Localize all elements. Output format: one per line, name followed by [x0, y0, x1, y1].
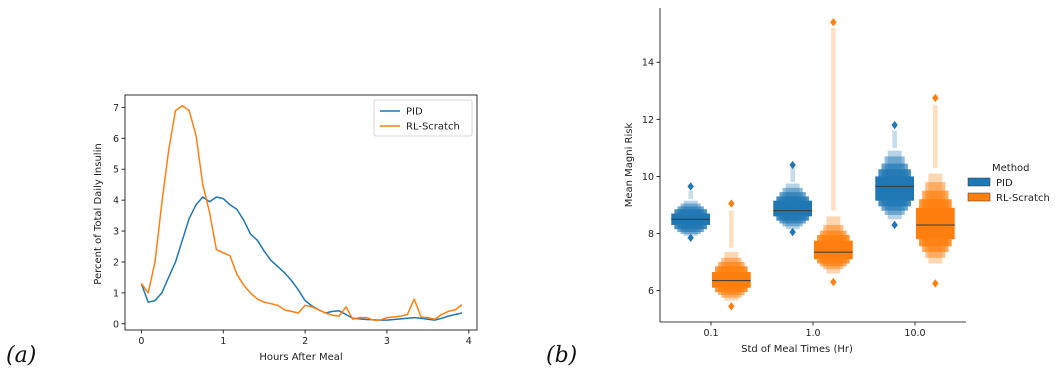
legend-swatch-b-pid — [967, 177, 991, 187]
boxen-outlier — [728, 199, 735, 208]
series-line-pid — [140, 196, 463, 321]
boxen-chart: 6 8 10 12 14 0.1 1.0 10.0 Method PID RL-Scratch S… — [624, 8, 1050, 355]
y-axis-label-a: Percent of Total Daily Insulin — [93, 143, 104, 284]
boxen-outlier — [687, 233, 694, 242]
boxen-outlier — [830, 277, 837, 287]
boxen-outlier — [789, 160, 796, 170]
y-tick-label-a: 4 — [113, 196, 119, 207]
boxen-outlier — [789, 227, 796, 237]
legend-title-b: Method — [992, 163, 1030, 174]
x-tick-label-a: 1 — [220, 336, 226, 347]
panel-label-a: (a) — [6, 343, 36, 368]
plot-frame-a — [124, 94, 478, 331]
y-tick-label-a: 6 — [113, 134, 119, 145]
y-tick-label-a: 0 — [113, 319, 119, 330]
line-chart-legend: PID RL-Scratch — [373, 99, 473, 137]
boxen-outlier — [932, 279, 939, 288]
line-chart-series — [140, 105, 463, 321]
x-tick-label-a: 4 — [466, 336, 472, 347]
x-tick-label-a: 2 — [302, 336, 308, 347]
boxen-pid-0.1 — [671, 182, 711, 242]
legend-box-a — [373, 99, 473, 137]
boxen-pid-10.0 — [875, 120, 915, 230]
x-axis-label-b: Std of Meal Times (Hr) — [741, 344, 853, 355]
y-tick-label-b: 8 — [648, 229, 654, 240]
boxen-outlier — [830, 18, 837, 27]
boxen-level — [915, 207, 955, 240]
boxen-tail — [933, 105, 938, 168]
y-tick-label-b: 12 — [642, 115, 654, 126]
boxen-tail — [790, 167, 795, 183]
line-chart: 0 1 2 3 4 0 1 2 3 4 5 6 7 PID RL-Scratch Hours After … — [93, 94, 478, 363]
boxen-outlier — [932, 93, 939, 103]
boxen-chart-boxes — [671, 18, 955, 311]
y-tick-label-a: 7 — [113, 103, 119, 114]
y-tick-label-a: 1 — [113, 288, 119, 299]
boxen-tail — [729, 210, 734, 248]
legend-label-b-rl-scratch: RL-Scratch — [996, 193, 1050, 204]
boxen-outlier — [687, 182, 694, 191]
boxen-pid-1.0 — [773, 160, 813, 237]
boxen-level — [875, 176, 915, 201]
x-tick-label-b: 10.0 — [904, 328, 925, 339]
x-tick-label-a: 0 — [138, 336, 144, 347]
line-chart-axes: 0 1 2 3 4 0 1 2 3 4 5 6 7 — [113, 94, 478, 347]
x-tick-label-b: 0.1 — [703, 328, 718, 339]
boxen-rl-scratch-0.1 — [711, 199, 751, 311]
boxen-chart-axes: 6 8 10 12 14 0.1 1.0 10.0 — [642, 8, 966, 339]
boxen-tail — [831, 27, 836, 211]
legend-swatch-b-rl-scratch — [967, 192, 991, 202]
panel-label-b: (b) — [546, 343, 577, 368]
y-tick-label-a: 2 — [113, 257, 119, 268]
y-tick-label-b: 6 — [648, 286, 654, 297]
y-axis-label-b: Mean Magni Risk — [624, 123, 635, 208]
x-axis-label-a: Hours After Meal — [259, 352, 342, 363]
x-tick-label-b: 1.0 — [805, 328, 820, 339]
legend-label-pid: PID — [406, 107, 423, 118]
boxen-level — [711, 272, 751, 288]
y-tick-label-b: 10 — [642, 172, 654, 183]
boxen-outlier — [891, 120, 898, 130]
x-tick-label-a: 3 — [384, 336, 390, 347]
boxen-tail — [688, 190, 693, 200]
boxen-level — [773, 200, 813, 217]
boxen-outlier — [891, 220, 898, 230]
y-tick-label-b: 14 — [642, 58, 654, 69]
boxen-rl-scratch-10.0 — [915, 93, 955, 288]
y-tick-label-a: 5 — [113, 165, 119, 176]
y-tick-label-a: 3 — [113, 227, 119, 238]
boxen-level — [813, 240, 853, 260]
legend-label-b-pid: PID — [996, 178, 1013, 189]
legend-label-rl-scratch: RL-Scratch — [406, 122, 460, 133]
boxen-rl-scratch-1.0 — [813, 18, 853, 287]
boxen-chart-legend: Method PID RL-Scratch — [967, 163, 1050, 204]
series-line-rl-scratch — [140, 105, 463, 321]
boxen-outlier — [728, 302, 735, 311]
boxen-tail — [892, 130, 897, 148]
